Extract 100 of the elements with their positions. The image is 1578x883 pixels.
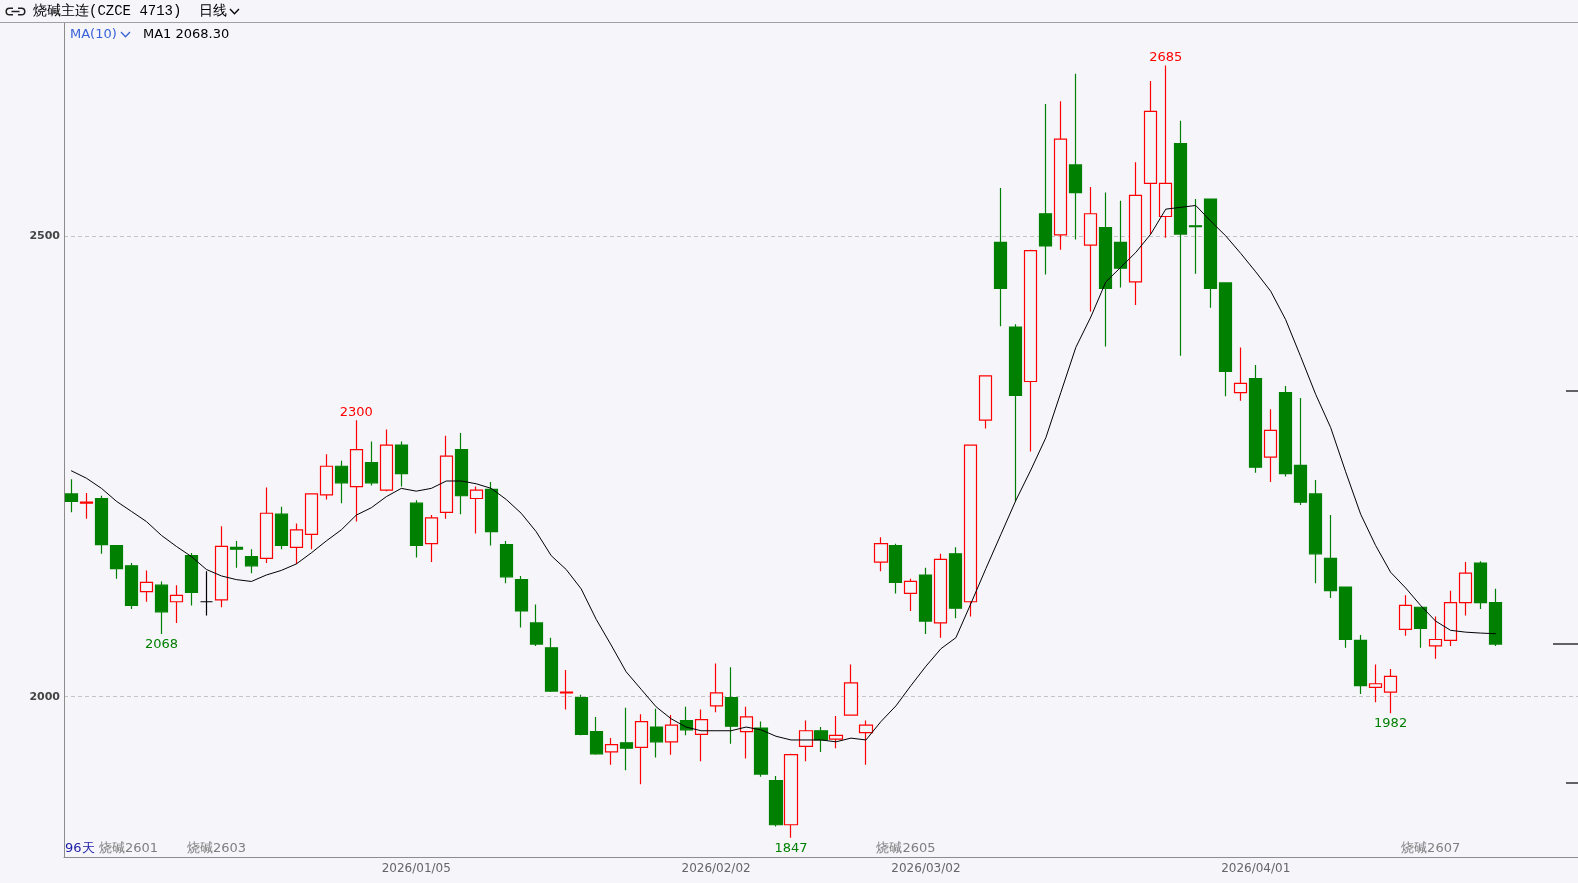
candlestick xyxy=(379,428,394,492)
candlestick xyxy=(1008,323,1023,502)
candlestick xyxy=(1158,64,1173,239)
candlestick xyxy=(1428,615,1443,660)
candlestick xyxy=(184,552,199,607)
candlestick xyxy=(1323,514,1338,599)
chart-title: 烧碱主连(CZCE 4713) xyxy=(33,2,182,20)
candlestick xyxy=(888,543,903,595)
text: MA1 2068.30 xyxy=(143,26,230,41)
candlestick xyxy=(1263,408,1278,483)
candlestick xyxy=(918,567,933,635)
candlestick xyxy=(873,536,889,572)
candlestick xyxy=(1173,120,1188,357)
candlestick xyxy=(559,669,574,711)
annotation: 2300 xyxy=(339,404,373,420)
candlestick xyxy=(574,694,589,736)
candlestick xyxy=(1398,594,1413,637)
candlestick xyxy=(79,492,94,520)
candlestick xyxy=(649,708,664,759)
x-tick-label: 2026/02/02 xyxy=(681,861,751,875)
candlestick xyxy=(124,562,139,610)
candlestick xyxy=(664,714,679,756)
candlestick xyxy=(1488,588,1503,647)
candlestick xyxy=(1233,346,1248,402)
candlestick xyxy=(229,540,244,569)
annotation: 烧碱2605 xyxy=(876,840,936,855)
candlestick xyxy=(439,435,454,520)
candlestick xyxy=(1038,103,1053,276)
candlestick xyxy=(109,544,124,580)
candlestick xyxy=(993,187,1008,327)
candlestick xyxy=(1443,590,1458,647)
candlestick xyxy=(409,499,424,559)
candlestick xyxy=(948,546,963,619)
annotation: 2685 xyxy=(1149,49,1183,65)
candlestick xyxy=(1068,73,1083,241)
annotation: 96天 xyxy=(65,840,95,855)
x-tick-label: 2026/03/02 xyxy=(891,861,961,875)
candlestick xyxy=(334,460,349,504)
candlestick xyxy=(709,662,724,713)
candlestick xyxy=(64,478,79,513)
candlestick xyxy=(214,525,229,608)
candlestick xyxy=(169,584,184,624)
candlestick xyxy=(469,485,484,535)
y-tick-label: 2000 xyxy=(29,690,61,704)
candlestick xyxy=(739,706,754,759)
candlestick xyxy=(1203,198,1218,309)
candlestick xyxy=(394,440,409,488)
x-tick-label: 2026/01/05 xyxy=(381,861,451,875)
line-series xyxy=(71,204,1497,743)
candlestick xyxy=(1113,200,1128,289)
annotation: 2068 xyxy=(144,635,178,651)
chart-subtitle: 日线 xyxy=(199,2,228,20)
candlestick xyxy=(1128,161,1143,306)
candlestick xyxy=(1098,191,1113,348)
candlestick xyxy=(843,663,859,716)
candlestick xyxy=(1023,249,1038,453)
candlestick xyxy=(499,540,514,584)
candlestick xyxy=(828,715,844,749)
candlestick xyxy=(634,713,649,785)
candlestick xyxy=(259,486,274,564)
annotation: 1982 xyxy=(1374,715,1408,731)
candlestick xyxy=(529,603,544,647)
annotation: 烧碱2603 xyxy=(186,840,246,855)
candlestick xyxy=(364,440,379,487)
candlestick xyxy=(289,522,304,565)
y-tick-label: 2500 xyxy=(29,229,61,243)
candlestick xyxy=(94,495,109,555)
candlestick xyxy=(589,716,604,756)
candlestick xyxy=(1278,385,1293,477)
candlestick xyxy=(724,666,739,745)
candlestick xyxy=(1383,668,1398,714)
candlestick xyxy=(1293,397,1308,506)
candlestick xyxy=(139,569,154,603)
candlestick xyxy=(753,720,769,778)
candlestick xyxy=(544,637,559,693)
candlestick xyxy=(274,506,289,550)
candlestick xyxy=(1413,606,1428,649)
candlestick xyxy=(199,570,214,617)
candlestick xyxy=(1308,479,1323,584)
candlestick xyxy=(1083,186,1098,313)
x-tick-label: 2026/04/01 xyxy=(1221,861,1291,875)
candlestick xyxy=(963,444,978,618)
candlestick xyxy=(349,419,364,523)
candlestick xyxy=(244,548,259,574)
annotation: 烧碱2601 xyxy=(99,840,159,855)
candlestick xyxy=(424,514,439,563)
candlestick xyxy=(1188,198,1203,275)
candlestick xyxy=(1458,561,1473,617)
legend-title: MA(10) xyxy=(70,26,117,41)
candlestick xyxy=(619,707,634,771)
candlestick xyxy=(1218,282,1233,397)
candlestick xyxy=(304,493,319,550)
annotation: 烧碱2607 xyxy=(1401,840,1461,855)
candlestick xyxy=(1143,80,1158,235)
candlestick xyxy=(1473,560,1488,610)
candlestick xyxy=(604,737,619,766)
candlestick xyxy=(783,753,799,839)
candlestick xyxy=(813,726,829,753)
candlestick xyxy=(514,575,529,629)
candlestick xyxy=(1353,634,1368,695)
